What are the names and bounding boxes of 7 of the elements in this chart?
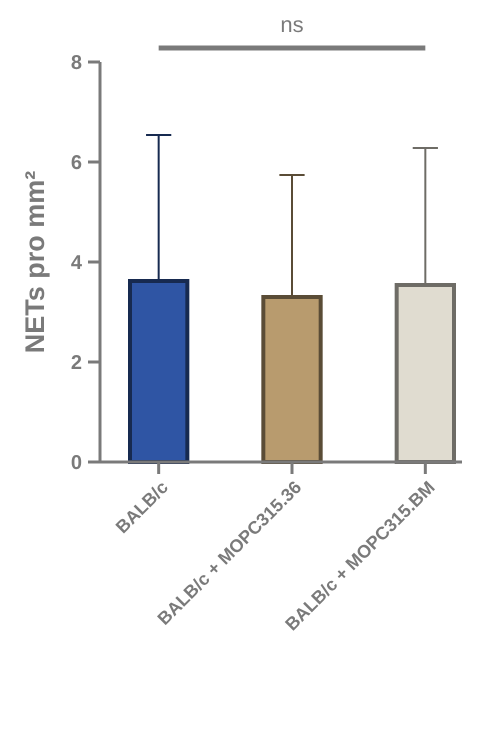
y-tick-label: 2 [70,352,82,374]
y-tick-label: 6 [70,152,82,174]
y-axis-title: NETs pro mm² [20,170,50,354]
y-tick-label: 8 [70,52,82,74]
y-tick-label: 0 [70,452,82,474]
text: ns [280,12,304,37]
y-tick-label: 4 [70,252,83,274]
